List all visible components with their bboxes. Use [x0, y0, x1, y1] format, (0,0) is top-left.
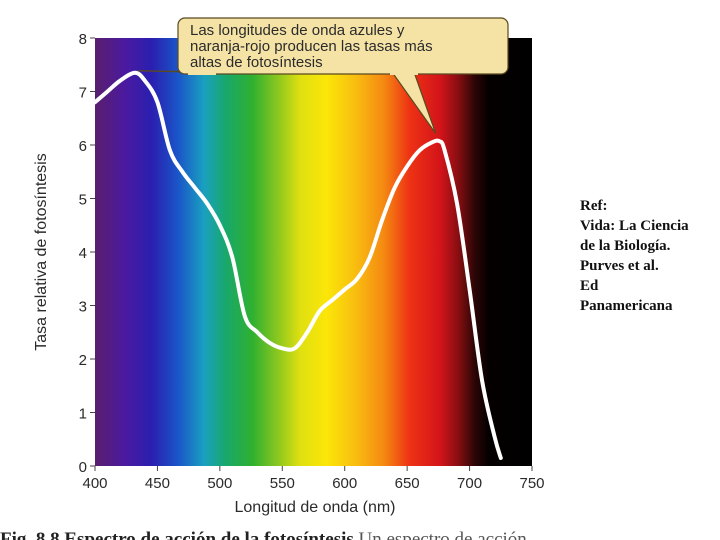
y-tick-label: 8 — [79, 31, 87, 48]
callout-text-line: Las longitudes de onda azules y — [190, 22, 405, 39]
spectrum-background — [95, 38, 532, 466]
x-axis-label: Longitud de onda (nm) — [235, 499, 396, 516]
reference-line: de la Biología. — [580, 238, 671, 254]
y-tick-label: 3 — [79, 299, 87, 316]
callout-annotation: Las longitudes de onda azules ynaranja-r… — [137, 17, 509, 134]
x-tick-label: 550 — [270, 475, 295, 492]
callout-join-right — [390, 70, 418, 75]
callout-text-line: naranja-rojo producen las tasas más — [190, 38, 433, 55]
x-tick-label: 450 — [145, 475, 170, 492]
caption-text: Un espectro de acción — [353, 529, 527, 540]
reference-note: Ref: Vida: La Ciencia de la Biología. Purve… — [580, 196, 720, 316]
y-tick-label: 6 — [79, 138, 87, 155]
reference-line: Purves et al. — [580, 258, 659, 274]
callout-text-line: altas de fotosíntesis — [190, 54, 323, 71]
y-tick-label: 1 — [79, 406, 87, 423]
y-axis-label: Tasa relativa de fotosíntesis — [33, 153, 50, 350]
reference-line: Vida: La Ciencia — [580, 218, 689, 234]
y-tick-label: 5 — [79, 192, 87, 209]
reference-line: Ref: — [580, 198, 608, 214]
x-tick-label: 750 — [519, 475, 544, 492]
reference-line: Ed — [580, 278, 599, 294]
callout-join-left — [188, 70, 216, 75]
x-tick-label: 650 — [395, 475, 420, 492]
photosynthesis-rate-line — [93, 70, 503, 460]
caption-title: Fig. 8.8 Espectro de acción de la fotosí… — [0, 529, 354, 540]
y-tick-label: 7 — [79, 85, 87, 102]
callout-box — [177, 17, 509, 75]
x-tick-label: 400 — [82, 475, 107, 492]
x-axis: 400 450 500 550 600 650 700 750 — [82, 466, 545, 492]
y-axis: 0 1 2 3 4 5 6 7 8 — [79, 31, 95, 476]
x-tick-label: 600 — [332, 475, 357, 492]
reference-line: Panamericana — [580, 298, 673, 314]
x-tick-label: 500 — [207, 475, 232, 492]
y-tick-label: 4 — [79, 245, 87, 262]
y-tick-label: 0 — [79, 459, 87, 476]
x-tick-label: 700 — [457, 475, 482, 492]
figure-caption: Fig. 8.8 Espectro de acción de la fotosí… — [0, 529, 720, 540]
y-tick-label: 2 — [79, 352, 87, 369]
